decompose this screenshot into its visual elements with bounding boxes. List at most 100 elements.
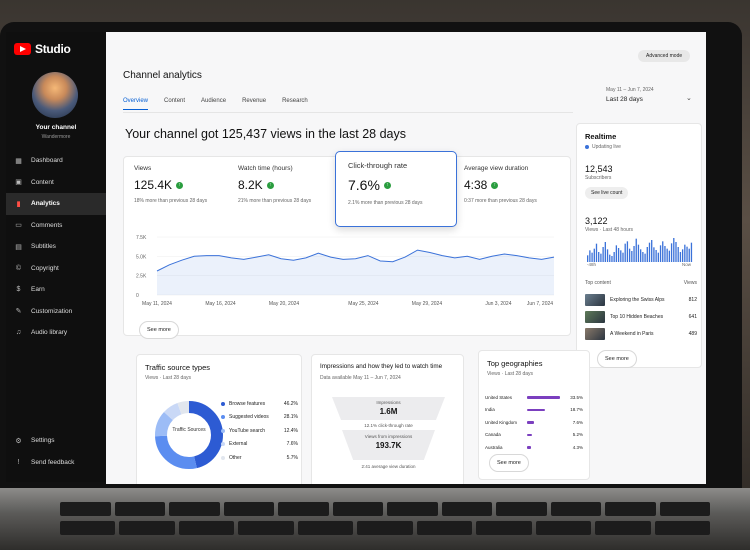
grid-icon: ▦ (15, 157, 22, 165)
realtime-bar (664, 246, 666, 262)
realtime-bar (690, 242, 693, 262)
legend-item: YouTube search 12.4% (221, 424, 298, 438)
legend-value: 46.2% (283, 400, 298, 407)
geo-country: United Kingdom (485, 419, 518, 425)
metric-click-through-rate[interactable]: Click-through rate 7.6% ↑ 2.1% more than … (335, 151, 457, 227)
copyright-icon: © (15, 264, 22, 272)
realtime-bar (648, 242, 651, 262)
realtime-bar-chart (587, 238, 693, 262)
realtime-see-more-button[interactable]: See more (597, 350, 637, 368)
realtime-views-label: Views · Last 48 hours (585, 227, 633, 233)
sidebar-item-send-feedback[interactable]: ! Send feedback (6, 452, 106, 474)
legend-name: Suggested videos (229, 414, 269, 421)
realtime-bar (624, 243, 626, 262)
date-range-dates: May 11 – Jun 7, 2024 (606, 87, 654, 93)
geo-bar (527, 433, 533, 436)
realtime-bar (681, 249, 684, 262)
top-content-item[interactable]: Top 10 Hidden Beaches 641 (585, 308, 697, 325)
metric-views[interactable]: Views 125.4K ↑ 18% more than previous 28 … (134, 165, 238, 204)
studio-logo[interactable]: Studio (14, 42, 71, 56)
brush-icon: ✎ (15, 308, 22, 316)
realtime-bar (633, 246, 635, 262)
sidebar-item-settings[interactable]: ⚙ Settings (6, 430, 106, 452)
feedback-icon: ! (17, 458, 20, 466)
realtime-bar (642, 252, 644, 262)
tab-research[interactable]: Research (282, 98, 308, 104)
realtime-status: Updating live (585, 144, 621, 150)
date-range-label: Last 28 days (606, 96, 643, 103)
geo-see-more-button[interactable]: See more (489, 454, 529, 472)
tab-audience[interactable]: Audience (201, 98, 227, 104)
funnel-impressions-label: Impressions (376, 400, 401, 405)
video-thumbnail (585, 293, 605, 306)
realtime-bar (606, 249, 609, 262)
axis-end-label: Now (682, 262, 692, 267)
channel-handle: Wandermore (41, 134, 71, 140)
video-thumbnail (585, 310, 605, 323)
realtime-bar (666, 248, 668, 262)
tab-revenue[interactable]: Revenue (242, 98, 267, 104)
metric-change: 21% more than previous 28 days (238, 198, 312, 204)
top-content-list: Top content Views Exploring the Swiss Alp… (585, 280, 697, 342)
sidebar-item-subtitles[interactable]: ▤ Subtitles (6, 236, 106, 258)
sidebar-item-analytics[interactable]: ▮ Analytics (6, 193, 106, 215)
impressions-subtitle: Data available May 11 – Jun 7, 2024 (320, 375, 401, 381)
realtime-bar (631, 251, 633, 262)
legend-swatch (221, 442, 225, 447)
donut-center-label: Traffic Sources (172, 427, 206, 433)
x-tick-label: May 16, 2024 (205, 301, 236, 307)
realtime-bar (686, 246, 688, 262)
sidebar-item-copyright[interactable]: © Copyright (6, 258, 106, 280)
realtime-bar (615, 245, 618, 262)
sidebar-item-comments[interactable]: ▭ Comments (6, 215, 106, 237)
axis-start-label: -48h (587, 262, 597, 267)
top-content-item[interactable]: Exploring the Swiss Alps 812 (585, 291, 697, 308)
metric-watch-time[interactable]: Watch time (hours) 8.2K ↑ 21% more than p… (238, 165, 342, 204)
realtime-bar (611, 256, 613, 262)
traffic-subtitle: Views · Last 28 days (145, 375, 192, 381)
sidebar-item-dashboard[interactable]: ▦ Dashboard (6, 150, 106, 172)
geo-bar-track (527, 408, 561, 411)
realtime-bar (670, 243, 673, 262)
legend-item: Browse features 46.2% (221, 397, 298, 411)
realtime-bar (640, 249, 642, 262)
up-arrow-icon: ↑ (491, 181, 499, 189)
legend-name: YouTube search (229, 427, 266, 434)
tab-content[interactable]: Content (164, 98, 186, 104)
sidebar-item-content[interactable]: ▣ Content (6, 172, 106, 194)
realtime-bar (635, 238, 637, 262)
up-arrow-icon: ↑ (383, 181, 391, 189)
top-content-item[interactable]: A Weekend in Paris 489 (585, 325, 697, 342)
metric-avg-view-duration[interactable]: Average view duration 4:38 ↑ 0:37 more th… (464, 165, 568, 204)
avatar[interactable] (32, 72, 78, 118)
top-content-views: 812 (688, 296, 697, 303)
tab-overview[interactable]: Overview (123, 98, 149, 110)
top-content-label: Top content (585, 280, 611, 286)
sidebar-item-audio-library[interactable]: ♫ Audio library (6, 322, 106, 344)
realtime-bar (593, 248, 595, 262)
realtime-bar (675, 242, 677, 262)
funnel-views-value: 193.7K (375, 441, 402, 450)
metrics-see-more-button[interactable]: See more (139, 321, 179, 339)
gear-icon: ⚙ (15, 437, 22, 445)
legend-name: External (229, 441, 248, 448)
date-range-picker[interactable]: May 11 – Jun 7, 2024 Last 28 days ⌄ (606, 87, 696, 103)
sidebar-item-label: Send feedback (31, 458, 75, 466)
see-live-count-button[interactable]: See live count (585, 187, 629, 199)
youtube-logo-icon (14, 43, 31, 55)
metric-change: 0:37 more than previous 28 days (464, 198, 537, 204)
bar-chart-icon: ▮ (16, 200, 21, 208)
realtime-bar (637, 244, 640, 262)
realtime-bar (591, 252, 593, 262)
metric-value: 8.2K (238, 178, 263, 192)
realtime-bar (609, 254, 611, 262)
advanced-mode-button[interactable]: Advanced mode (638, 50, 691, 62)
comment-icon: ▭ (15, 222, 22, 230)
sidebar-item-customization[interactable]: ✎ Customization (6, 301, 106, 323)
views-headline: Your channel got 125,437 views in the la… (125, 127, 406, 141)
funnel-views-label: Views from impressions (364, 434, 413, 439)
legend-swatch (221, 415, 225, 420)
sidebar-item-earn[interactable]: $ Earn (6, 279, 106, 301)
logo-text: Studio (35, 42, 71, 56)
laptop-keyboard (0, 488, 750, 550)
